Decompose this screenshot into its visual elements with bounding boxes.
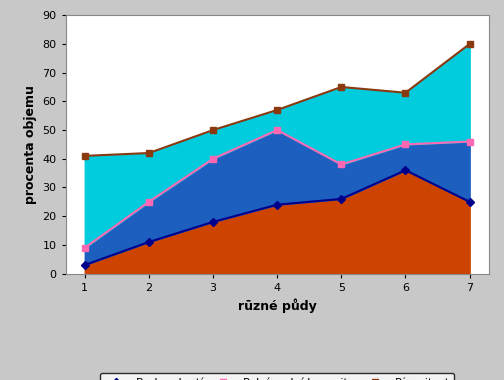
X-axis label: rūzné půdy: rūzné půdy: [238, 298, 317, 313]
Y-axis label: procenta objemu: procenta objemu: [24, 85, 37, 204]
Legend: Bod vadnutí, Polní vodní kapacita, Pórovitost: Bod vadnutí, Polní vodní kapacita, Pórov…: [100, 373, 455, 380]
